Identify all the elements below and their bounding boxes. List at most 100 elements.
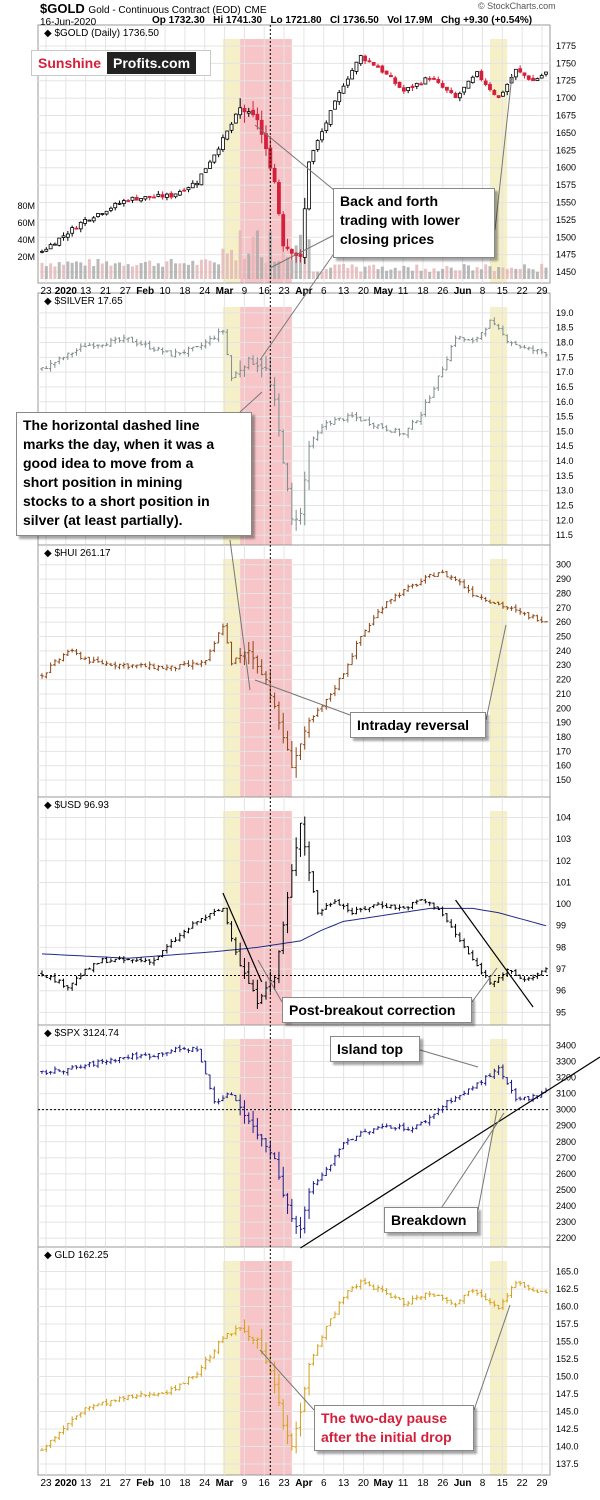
- price-candle: [341, 85, 346, 94]
- y-tick-5-7: 155.0: [556, 1337, 579, 1347]
- x-tick-label: 22: [517, 286, 529, 297]
- price-candle: [233, 113, 238, 124]
- price-candle: [272, 167, 277, 183]
- y-tick-1-12: 17.5: [556, 352, 574, 362]
- volume-bar: [372, 264, 376, 279]
- price-candle: [212, 154, 217, 163]
- volume-bar: [126, 264, 130, 279]
- price-candle: [410, 85, 415, 89]
- y-tick-5-6: 152.5: [556, 1354, 579, 1364]
- x-tick-label: 11: [398, 1478, 409, 1489]
- y-tick-1-15: 19.0: [556, 308, 574, 318]
- y-tick-0-6: 1600: [556, 163, 576, 173]
- y-tick-0-1: 1475: [556, 250, 576, 260]
- volume-bar: [337, 264, 341, 279]
- price-candle: [203, 168, 208, 173]
- y-tick-0-5: 1575: [556, 180, 576, 190]
- price-candle: [255, 113, 260, 121]
- x-tick-label: Apr: [295, 286, 312, 297]
- x-tick-label: 22: [517, 1478, 529, 1489]
- volume-bar: [277, 261, 281, 279]
- price-candle: [531, 77, 535, 82]
- y-tick-1-1: 12.0: [556, 515, 574, 525]
- price-candle: [475, 71, 479, 77]
- y-tick-5-3: 145.0: [556, 1407, 579, 1417]
- volume-bar: [208, 260, 212, 279]
- price-candle: [423, 77, 428, 85]
- price-candle: [229, 123, 234, 131]
- price-candle: [169, 192, 174, 198]
- volume-bar: [87, 259, 91, 279]
- highlight-band-4-2: [490, 1039, 508, 1247]
- x-tick-label: 2020: [55, 1478, 78, 1489]
- price-candle: [117, 202, 122, 205]
- header-low: Lo 1721.80: [270, 15, 322, 26]
- callout-dashed-line-6: silver (at least partially).: [23, 512, 183, 528]
- volume-bar: [230, 249, 234, 279]
- volume-bar: [419, 270, 423, 279]
- y-tick-2-12: 270: [556, 603, 571, 613]
- panel-frame-0: [37, 24, 551, 284]
- price-candle: [302, 208, 307, 258]
- x-tick-label: 23: [279, 1478, 291, 1489]
- price-candle: [414, 82, 419, 87]
- y-tick-5-11: 165.0: [556, 1267, 579, 1277]
- price-candle: [186, 187, 191, 191]
- y-tick-5-10: 162.5: [556, 1284, 579, 1294]
- volume-bar: [186, 264, 190, 279]
- volume-bar: [66, 261, 70, 279]
- volume-bar: [475, 267, 479, 279]
- volume-bar: [359, 271, 363, 279]
- volume-bar: [441, 268, 445, 279]
- volume-bar: [100, 263, 104, 279]
- callout-intraday-reversal: Intraday reversal: [350, 712, 486, 738]
- price-candle: [380, 65, 385, 73]
- highlight-band-5-1: [240, 1261, 292, 1475]
- callout-dashed-line-5: stocks to a short position in: [23, 493, 210, 509]
- y-tick-1-4: 13.5: [556, 471, 574, 481]
- x-tick-label: 27: [120, 1478, 132, 1489]
- y-tick-3-4: 99: [556, 921, 566, 931]
- price-candle: [100, 213, 105, 215]
- price-candle: [496, 95, 501, 98]
- x-tick-label: Feb: [136, 286, 154, 297]
- volume-bar: [273, 261, 277, 279]
- header-exchange: CME: [244, 5, 267, 16]
- y-tick-1-2: 12.5: [556, 500, 574, 510]
- price-candle: [539, 75, 544, 79]
- x-tick-label: 29: [536, 286, 548, 297]
- y-tick-2-13: 280: [556, 588, 571, 598]
- x-tick-label: 18: [179, 1478, 191, 1489]
- volume-bar: [540, 263, 544, 279]
- x-tick-label: 13: [80, 286, 92, 297]
- price-candle: [337, 92, 342, 103]
- price-candle: [307, 161, 311, 210]
- price-candle: [259, 119, 264, 135]
- price-candle: [401, 87, 406, 92]
- volume-bar: [320, 271, 324, 279]
- y-tick-5-5: 150.0: [556, 1372, 579, 1382]
- volume-bar: [505, 268, 509, 279]
- volume-bar: [471, 270, 475, 279]
- volume-bar: [105, 261, 109, 279]
- y-tick-2-7: 220: [556, 675, 571, 685]
- panel-title-1: ◆ $SILVER 17.65: [44, 296, 123, 307]
- panel-title-2: ◆ $HUI 261.17: [44, 548, 111, 559]
- volume-bar: [156, 263, 160, 279]
- price-candle: [147, 195, 152, 198]
- volume-bar: [428, 271, 432, 279]
- y-tick-1-11: 17.0: [556, 367, 574, 377]
- y-tick-4-0: 2200: [556, 1233, 576, 1243]
- price-candle: [358, 55, 363, 65]
- price-candle: [216, 148, 221, 156]
- y-tick-5-1: 140.0: [556, 1442, 579, 1452]
- volume-bar: [113, 263, 117, 279]
- price-candle: [345, 78, 350, 86]
- usd-down-trendline-2: [455, 899, 534, 1008]
- callout-pointer-13: [259, 1349, 315, 1411]
- volume-bar: [454, 270, 458, 279]
- callout-pointer-14: [473, 1304, 511, 1411]
- y-tick-0-10: 1700: [556, 93, 576, 103]
- callout-two-day-pause-line-2: after the initial drop: [321, 1429, 452, 1445]
- y-tick-3-1: 96: [556, 986, 566, 996]
